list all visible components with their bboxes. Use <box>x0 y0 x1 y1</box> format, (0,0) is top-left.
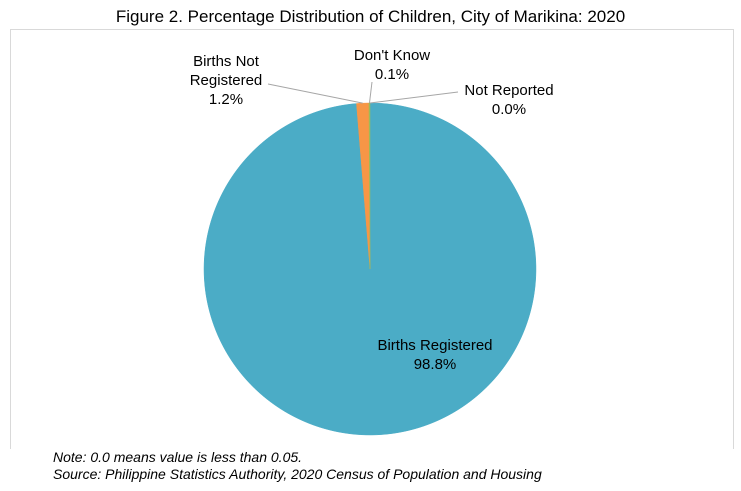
note-text: Note: 0.0 means value is less than 0.05. <box>53 449 303 465</box>
slice-label-not-reported: Not Reported <box>464 82 553 99</box>
leader-line-not-reported <box>369 91 459 104</box>
chart-frame <box>10 29 734 449</box>
slice-value-births-not-registered: 1.2% <box>209 91 243 108</box>
slice-value-births-registered: 98.8% <box>414 356 457 373</box>
chart-notes: Note: 0.0 means value is less than 0.05.… <box>53 449 542 483</box>
slice-value-don-t-know: 0.1% <box>375 66 409 83</box>
slice-value-not-reported: 0.0% <box>492 101 526 118</box>
slice-label-births-registered: Births Registered <box>377 337 492 354</box>
chart-title: Figure 2. Percentage Distribution of Chi… <box>115 7 626 26</box>
source-text: Source: Philippine Statistics Authority,… <box>53 466 542 482</box>
leader-line-don-t-know <box>368 81 373 104</box>
leader-line-births-not-registered <box>267 83 363 104</box>
slice-label-births-not-registered: Births Not Registered <box>190 53 263 89</box>
slice-label-don-t-know: Don't Know <box>354 47 430 64</box>
